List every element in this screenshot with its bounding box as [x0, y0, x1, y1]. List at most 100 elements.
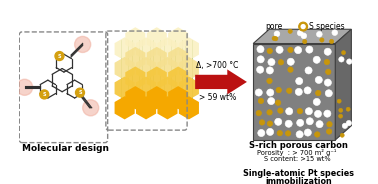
Circle shape	[339, 57, 344, 62]
Circle shape	[314, 110, 322, 117]
Circle shape	[17, 79, 33, 95]
Circle shape	[304, 129, 311, 136]
Circle shape	[288, 29, 292, 33]
Circle shape	[256, 110, 262, 116]
Polygon shape	[147, 66, 167, 90]
Circle shape	[337, 99, 341, 103]
Circle shape	[305, 108, 313, 115]
Circle shape	[314, 132, 320, 137]
Circle shape	[347, 59, 352, 64]
Circle shape	[255, 89, 262, 96]
Text: immobilization: immobilization	[265, 176, 332, 184]
Circle shape	[325, 90, 332, 97]
Circle shape	[316, 31, 322, 37]
Circle shape	[257, 66, 264, 73]
Polygon shape	[179, 57, 199, 80]
Circle shape	[324, 48, 331, 55]
Polygon shape	[125, 47, 146, 70]
Circle shape	[303, 39, 307, 44]
Text: Porosity  : > 700 m² g⁻¹: Porosity : > 700 m² g⁻¹	[257, 149, 336, 156]
Circle shape	[276, 46, 283, 53]
Text: pore: pore	[265, 22, 282, 31]
Circle shape	[297, 30, 303, 36]
Circle shape	[267, 89, 274, 96]
Circle shape	[327, 129, 332, 134]
Circle shape	[296, 77, 303, 85]
Circle shape	[278, 60, 284, 65]
Circle shape	[342, 123, 348, 128]
Circle shape	[267, 121, 273, 126]
Polygon shape	[115, 37, 135, 61]
Polygon shape	[157, 57, 178, 80]
Circle shape	[254, 22, 263, 31]
Polygon shape	[125, 86, 146, 109]
FancyBboxPatch shape	[19, 32, 108, 143]
Circle shape	[285, 131, 291, 136]
Text: > 59 wt%: > 59 wt%	[199, 93, 236, 102]
Circle shape	[332, 30, 338, 36]
Circle shape	[76, 88, 84, 97]
Circle shape	[342, 51, 345, 55]
Circle shape	[266, 67, 273, 74]
Circle shape	[83, 100, 99, 116]
Circle shape	[275, 118, 282, 125]
Polygon shape	[125, 27, 146, 50]
Circle shape	[301, 24, 306, 29]
Circle shape	[324, 110, 331, 117]
Circle shape	[316, 90, 321, 96]
Circle shape	[306, 46, 313, 53]
Circle shape	[276, 87, 282, 93]
Polygon shape	[136, 96, 156, 119]
Circle shape	[295, 88, 302, 95]
Polygon shape	[253, 29, 352, 44]
Circle shape	[268, 98, 275, 105]
Circle shape	[287, 58, 294, 65]
Circle shape	[278, 108, 283, 113]
Circle shape	[324, 79, 332, 86]
Circle shape	[327, 122, 332, 127]
Polygon shape	[147, 86, 167, 109]
Polygon shape	[179, 37, 199, 61]
Text: S species: S species	[310, 22, 345, 31]
Polygon shape	[115, 57, 135, 80]
Polygon shape	[157, 77, 178, 100]
Polygon shape	[168, 27, 188, 50]
Circle shape	[294, 47, 302, 54]
Polygon shape	[136, 57, 156, 80]
Text: S: S	[58, 54, 61, 59]
Circle shape	[267, 110, 272, 115]
Circle shape	[287, 88, 292, 93]
Circle shape	[346, 121, 352, 126]
Circle shape	[305, 67, 312, 74]
Polygon shape	[136, 37, 156, 61]
Circle shape	[315, 76, 322, 84]
Circle shape	[259, 120, 265, 125]
Circle shape	[297, 119, 304, 126]
Circle shape	[313, 98, 320, 105]
Polygon shape	[168, 66, 188, 90]
Circle shape	[257, 56, 264, 63]
Polygon shape	[179, 77, 199, 100]
Circle shape	[257, 46, 264, 53]
Polygon shape	[157, 37, 178, 61]
Polygon shape	[115, 96, 135, 119]
Polygon shape	[157, 96, 178, 119]
Text: Molecular design: Molecular design	[22, 144, 109, 153]
Circle shape	[274, 31, 280, 37]
Circle shape	[313, 56, 320, 63]
Circle shape	[346, 107, 350, 111]
Circle shape	[339, 114, 342, 118]
Circle shape	[288, 47, 293, 53]
Polygon shape	[115, 77, 135, 100]
Polygon shape	[125, 66, 146, 90]
Text: S content: >15 wt%: S content: >15 wt%	[263, 156, 330, 162]
Polygon shape	[195, 69, 247, 94]
Circle shape	[40, 90, 49, 99]
Circle shape	[325, 69, 331, 75]
Circle shape	[277, 130, 282, 136]
Circle shape	[272, 36, 276, 41]
Circle shape	[288, 67, 293, 72]
Text: Single-atomic Pt species: Single-atomic Pt species	[243, 169, 354, 178]
Circle shape	[320, 38, 324, 42]
Circle shape	[301, 33, 307, 39]
